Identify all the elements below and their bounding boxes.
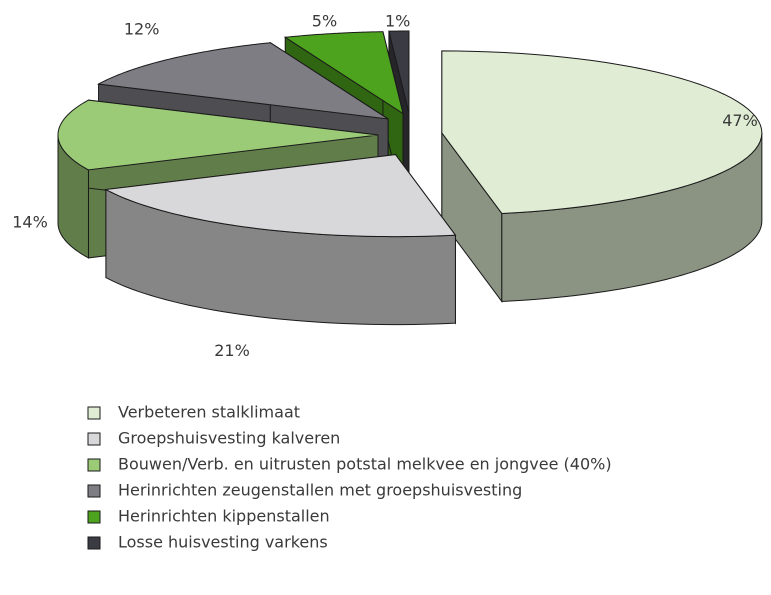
slice-top — [388, 30, 410, 114]
legend-swatch — [87, 432, 101, 446]
slice-top — [57, 99, 379, 171]
data-label: 5% — [312, 12, 337, 31]
legend-label: Groepshuisvesting kalveren — [118, 429, 340, 448]
legend-swatch — [87, 406, 101, 420]
slice-top — [283, 31, 404, 115]
slice-top — [441, 50, 763, 214]
data-label: 1% — [385, 12, 410, 31]
legend-label: Herinrichten kippenstallen — [118, 507, 330, 526]
slice — [104, 153, 457, 326]
legend-label: Losse huisvesting varkens — [118, 533, 328, 552]
legend-swatch — [87, 458, 101, 472]
slice — [441, 50, 763, 303]
legend-label: Verbeteren stalklimaat — [118, 403, 300, 422]
legend-swatch — [87, 484, 101, 498]
slice-top — [96, 42, 389, 120]
legend-label: Bouwen/Verb. en uitrusten potstal melkve… — [118, 455, 612, 474]
data-label: 14% — [12, 213, 48, 232]
data-label: 47% — [722, 111, 758, 130]
legend-swatch — [87, 536, 101, 550]
data-label: 21% — [214, 341, 250, 360]
legend-swatch — [87, 510, 101, 524]
legend-label: Herinrichten zeugenstallen met groepshui… — [118, 481, 522, 500]
slice-top — [104, 154, 457, 238]
data-label: 12% — [124, 20, 160, 39]
